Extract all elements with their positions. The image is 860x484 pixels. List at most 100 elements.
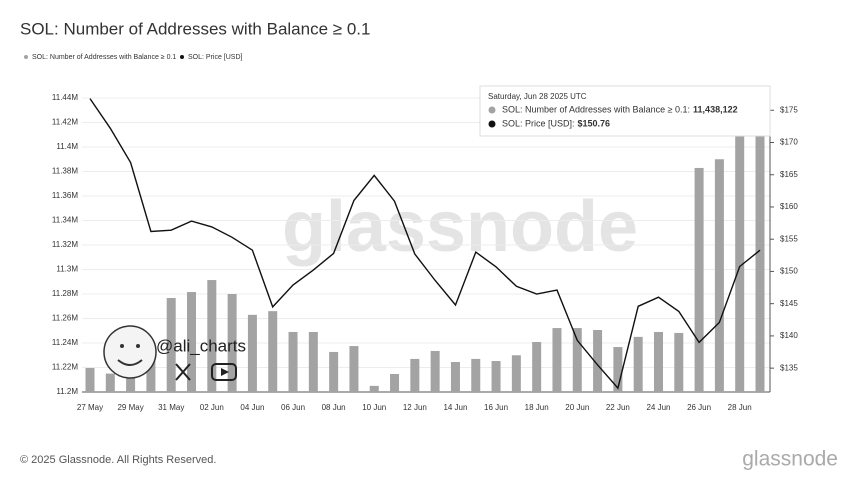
- y-tick-label: 11.24M: [52, 338, 78, 347]
- bar: [735, 128, 745, 392]
- x-tick-label: 02 Jun: [200, 403, 224, 412]
- bar: [85, 367, 95, 392]
- bar: [532, 342, 542, 392]
- y-tick-label: 11.26M: [52, 314, 78, 323]
- bar: [572, 328, 582, 392]
- x-tick-label: 26 Jun: [687, 403, 711, 412]
- author-badge: @ali_charts: [103, 325, 246, 381]
- youtube-play: [221, 368, 229, 376]
- chart-title: SOL: Number of Addresses with Balance ≥ …: [20, 19, 370, 38]
- price-line: [89, 98, 761, 390]
- y2-tick-label: $175: [780, 105, 798, 114]
- x-tick-label: 29 May: [117, 403, 143, 412]
- bar: [633, 336, 643, 392]
- footer: © 2025 Glassnode. All Rights Reserved.: [20, 454, 216, 466]
- tooltip-label: SOL: Number of Addresses with Balance ≥ …: [502, 104, 690, 114]
- y2-tick-label: $165: [780, 170, 798, 179]
- avatar-eye: [120, 344, 124, 348]
- bar: [308, 331, 318, 392]
- y2-tick-label: $135: [780, 363, 798, 372]
- avatar-smile: [117, 359, 143, 366]
- x-tick-label: 06 Jun: [281, 403, 305, 412]
- bar: [674, 332, 684, 392]
- tooltip-label: SOL: Price [USD]:: [502, 118, 575, 128]
- logo: glassnode: [742, 448, 838, 471]
- bar: [187, 292, 197, 392]
- tooltip-date: Saturday, Jun 28 2025 UTC: [488, 92, 587, 101]
- y2-tick-label: $155: [780, 234, 798, 243]
- bar: [105, 373, 115, 392]
- y2-tick-label: $145: [780, 299, 798, 308]
- legend-swatch: [180, 55, 184, 59]
- bar: [471, 358, 481, 392]
- x-tick-label: 22 Jun: [606, 403, 630, 412]
- y-tick-label: 11.44M: [52, 93, 78, 102]
- x-tick-label: 18 Jun: [525, 403, 549, 412]
- x-tick-label: 14 Jun: [443, 403, 467, 412]
- tooltip-value: 11,438,122: [693, 104, 738, 114]
- bar: [329, 351, 339, 392]
- avatar: [103, 325, 157, 379]
- y-tick-label: 11.28M: [52, 289, 78, 298]
- bar: [653, 331, 663, 392]
- tooltip-swatch: [488, 106, 496, 114]
- x-tick-label: 24 Jun: [646, 403, 670, 412]
- y-tick-label: 11.22M: [52, 363, 78, 372]
- legend-label: SOL: Number of Addresses with Balance ≥ …: [32, 54, 176, 61]
- bar: [755, 100, 765, 393]
- plot-area: 11.2M 11.22M 11.24M 11.26M 11.28M 11.3M 11.32M…: [52, 90, 798, 412]
- bar: [593, 330, 603, 392]
- y-tick-label: 11.2M: [56, 387, 78, 396]
- bar: [227, 294, 237, 392]
- bar: [613, 347, 623, 392]
- bar: [166, 298, 176, 392]
- x-tick-label: 16 Jun: [484, 403, 508, 412]
- bar: [390, 373, 400, 392]
- bar: [410, 358, 420, 392]
- x-icon: [175, 363, 191, 381]
- y-tick-label: 11.4M: [56, 142, 78, 151]
- x-tick-label: 08 Jun: [322, 403, 346, 412]
- y-tick-label: 11.32M: [52, 240, 78, 249]
- bar: [552, 328, 562, 392]
- x-tick-label: 27 May: [77, 403, 103, 412]
- tooltip-value: $150.76: [578, 118, 611, 128]
- y2-tick-label: $140: [780, 331, 798, 340]
- y2-tick-label: $170: [780, 138, 798, 147]
- watermark: glassnode: [282, 187, 638, 267]
- y2-tick-label: $150: [780, 267, 798, 276]
- y-tick-label: 11.36M: [52, 191, 78, 200]
- avatar-eye: [136, 344, 140, 348]
- y-tick-label: 11.34M: [52, 216, 78, 225]
- y-tick-label: 11.38M: [52, 167, 78, 176]
- bar: [714, 159, 724, 392]
- bar: [349, 346, 359, 392]
- legend-swatch: [24, 55, 28, 59]
- y2-tick-label: $160: [780, 202, 798, 211]
- tooltip-box: [479, 85, 771, 137]
- y-tick-label: 11.3M: [56, 265, 78, 274]
- bar: [207, 280, 217, 392]
- x-tick-label: 28 Jun: [728, 403, 752, 412]
- tooltip: Saturday, Jun 28 2025 UTC SOL: Number of…: [479, 85, 771, 137]
- x-tick-label: 12 Jun: [403, 403, 427, 412]
- bar: [268, 311, 278, 392]
- bar: [430, 350, 440, 392]
- handle: @ali_charts: [156, 336, 246, 355]
- bar: [491, 361, 501, 392]
- legend-label: SOL: Price [USD]: [188, 54, 243, 61]
- bar: [247, 314, 257, 392]
- bar: [369, 385, 379, 392]
- x-tick-label: 20 Jun: [565, 403, 589, 412]
- bar: [511, 355, 521, 392]
- x-tick-label: 04 Jun: [240, 403, 264, 412]
- tooltip-swatch: [488, 120, 496, 128]
- x-tick-label: 31 May: [158, 403, 184, 412]
- bar: [450, 361, 460, 392]
- bar: [288, 331, 298, 392]
- bar: [694, 167, 704, 392]
- y-tick-label: 11.42M: [52, 118, 78, 127]
- x-tick-label: 10 Jun: [362, 403, 386, 412]
- youtube-icon: [211, 363, 237, 381]
